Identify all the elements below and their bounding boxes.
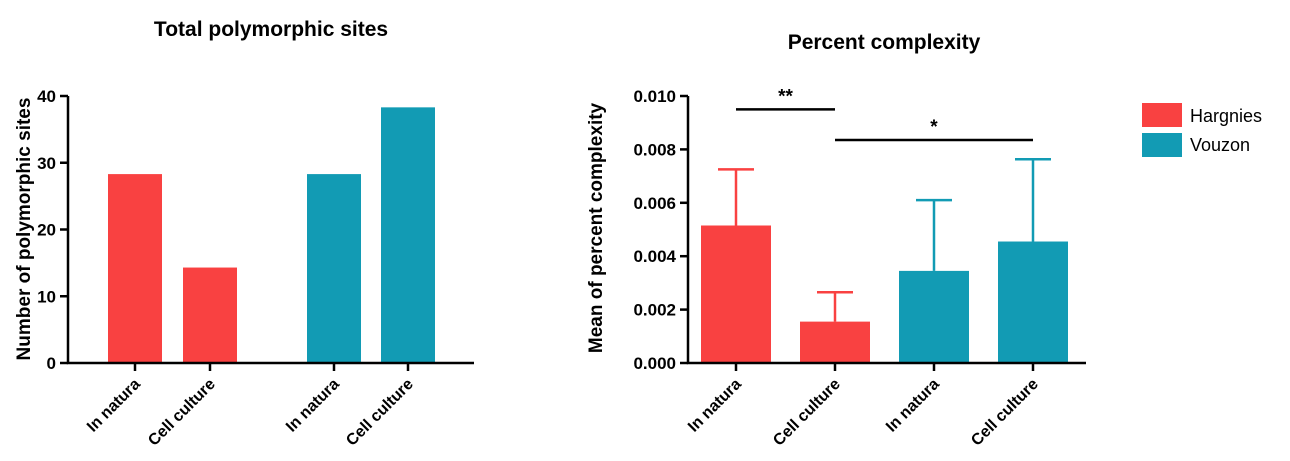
x-tick-label: In natura <box>883 376 943 436</box>
y-tick-label: 0.000 <box>633 354 676 373</box>
chart-total-polymorphic-sites: Total polymorphic sites Number of polymo… <box>14 18 474 449</box>
chart-percent-complexity: Percent complexity Mean of percent compl… <box>586 31 1086 449</box>
chart-title: Total polymorphic sites <box>154 18 388 41</box>
y-tick-label: 40 <box>37 87 56 106</box>
y-tick-label: 0.010 <box>633 87 676 106</box>
bar <box>800 321 870 363</box>
bar <box>381 107 435 363</box>
y-tick-label: 20 <box>37 221 56 240</box>
y-axis-label: Mean of percent complexity <box>586 102 607 353</box>
chart-title: Percent complexity <box>788 31 981 54</box>
y-axis-label: Number of polymorphic sites <box>14 98 35 361</box>
bar <box>899 270 969 363</box>
bar <box>998 241 1068 363</box>
bar <box>701 225 771 363</box>
bar <box>307 174 361 363</box>
significance-label: * <box>930 117 938 138</box>
y-tick-label: 0.006 <box>633 194 676 213</box>
bar <box>108 174 162 363</box>
y-tick-label: 0.002 <box>633 301 676 320</box>
x-tick-label: Cell culture <box>968 376 1042 450</box>
y-tick-label: 30 <box>37 154 56 173</box>
y-tick-label: 10 <box>37 287 56 306</box>
x-tick-label: Cell culture <box>145 376 219 450</box>
legend-label-hargnies: Hargnies <box>1190 106 1262 126</box>
legend-label-vouzon: Vouzon <box>1190 135 1250 155</box>
bar <box>183 267 237 363</box>
x-tick-label: Cell culture <box>343 376 417 450</box>
axes <box>66 96 474 365</box>
x-tick-label: In natura <box>283 376 343 436</box>
x-tick-label: In natura <box>685 376 745 436</box>
x-tick-label: In natura <box>84 376 144 436</box>
significance-label: ** <box>778 86 793 107</box>
legend-swatch-vouzon <box>1142 133 1182 157</box>
y-tick-label: 0 <box>47 354 56 373</box>
y-tick-label: 0.008 <box>633 140 676 159</box>
legend-swatch-hargnies <box>1142 103 1182 127</box>
legend: Hargnies Vouzon <box>1142 103 1262 157</box>
x-tick-label: Cell culture <box>770 376 844 450</box>
y-tick-label: 0.004 <box>633 247 676 266</box>
axes <box>686 96 1086 365</box>
